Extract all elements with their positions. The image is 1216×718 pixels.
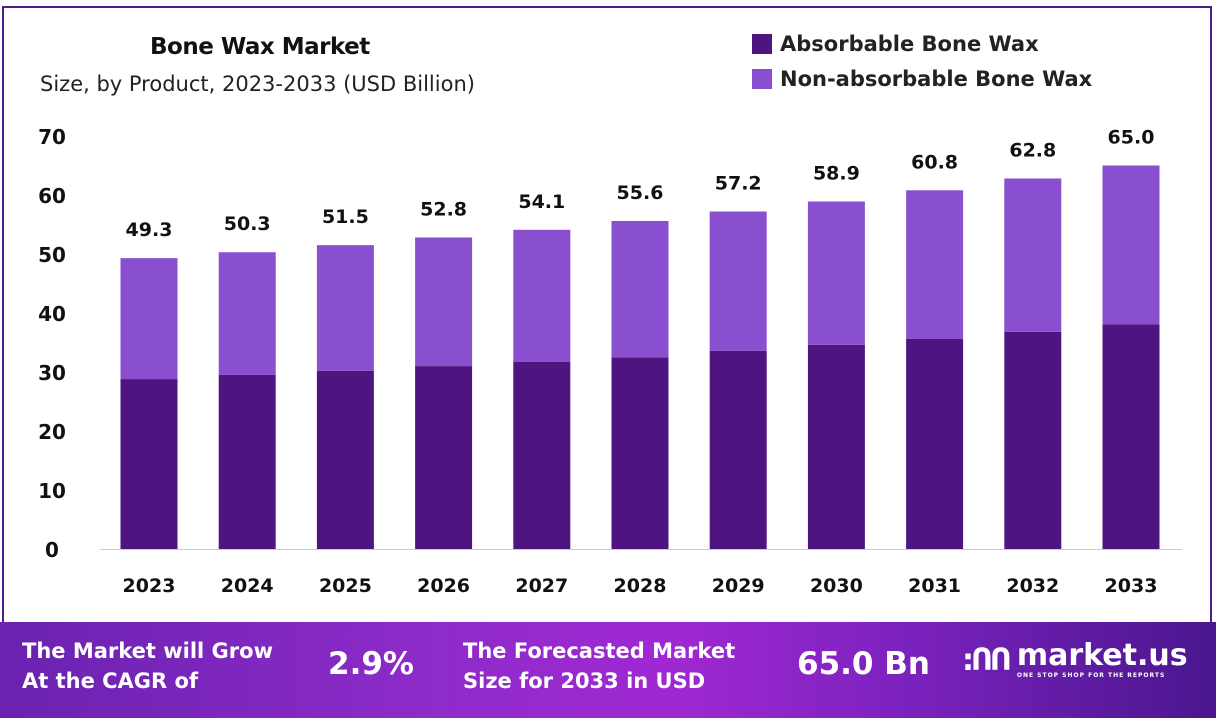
y-tick-label: 20: [38, 420, 66, 444]
data-label-total: 62.8: [1009, 139, 1056, 161]
data-label-total: 55.6: [617, 182, 664, 204]
bar-absorbable: [807, 344, 865, 549]
y-tick-label: 10: [38, 479, 66, 503]
data-label-total: 54.1: [518, 191, 565, 213]
bar-non-absorbable: [513, 229, 571, 362]
x-tick-label: 2027: [515, 575, 568, 597]
x-tick-label: 2026: [417, 575, 470, 597]
footer-banner: The Market will Grow At the CAGR of 2.9%…: [0, 622, 1216, 718]
x-tick-label: 2029: [712, 575, 765, 597]
bar-non-absorbable: [316, 245, 374, 371]
y-tick-label: 50: [38, 243, 66, 267]
y-tick-label: 30: [38, 361, 66, 385]
x-tick-label: 2032: [1006, 575, 1059, 597]
bar-absorbable: [120, 379, 178, 549]
x-tick-label: 2028: [614, 575, 667, 597]
x-tick-label: 2033: [1105, 575, 1158, 597]
x-tick-label: 2031: [908, 575, 961, 597]
x-tick-label: 2025: [319, 575, 372, 597]
brand-tagline: ONE STOP SHOP FOR THE REPORTS: [1016, 672, 1166, 679]
brand-name: market.us: [1016, 638, 1188, 673]
data-label-total: 49.3: [126, 219, 173, 241]
forecast-label-line: Size for 2033 in USD: [463, 669, 706, 693]
data-label-total: 60.8: [911, 151, 958, 173]
y-tick-label: 60: [38, 184, 66, 208]
bar-absorbable: [415, 366, 473, 549]
legend-swatch: [752, 33, 772, 54]
bar-non-absorbable: [120, 258, 178, 380]
legend-item-absorbable: Absorbable Bone Wax: [752, 26, 1092, 61]
bar-non-absorbable: [1004, 178, 1062, 332]
legend-item-non-absorbable: Non-absorbable Bone Wax: [752, 61, 1092, 96]
forecast-value: 65.0 Bn: [797, 646, 930, 682]
bar-absorbable: [709, 350, 767, 549]
legend-label: Non-absorbable Bone Wax: [780, 66, 1093, 91]
y-tick-label: 70: [38, 125, 66, 149]
data-label-total: 57.2: [715, 173, 762, 195]
bar-absorbable: [218, 374, 276, 549]
logo-mark-icon: :ՈՈ: [962, 643, 1012, 678]
bar-non-absorbable: [1102, 165, 1160, 325]
bar-absorbable: [1102, 324, 1160, 549]
cagr-label-line: The Market will Grow: [22, 639, 273, 663]
cagr-label-line: At the CAGR of: [22, 669, 199, 693]
bar-non-absorbable: [709, 211, 767, 351]
cagr-label: The Market will Grow At the CAGR of: [22, 636, 273, 696]
data-label-total: 52.8: [420, 198, 467, 220]
y-tick-label: 0: [45, 538, 59, 562]
bar-absorbable: [906, 338, 964, 549]
bar-absorbable: [1004, 331, 1062, 549]
data-label-total: 65.0: [1108, 127, 1155, 149]
forecast-label-line: The Forecasted Market: [463, 639, 736, 663]
bar-absorbable: [316, 370, 374, 549]
bar-non-absorbable: [906, 190, 964, 339]
x-tick-label: 2023: [123, 575, 176, 597]
data-label-total: 58.9: [813, 162, 860, 184]
bar-absorbable: [611, 357, 669, 549]
bar-non-absorbable: [807, 201, 865, 345]
data-label-total: 50.3: [224, 213, 271, 235]
bar-non-absorbable: [218, 252, 276, 375]
chart-subtitle: Size, by Product, 2023-2033 (USD Billion…: [40, 72, 475, 96]
legend-swatch: [752, 68, 772, 89]
bar-chart: 01020304050607049.3202350.3202451.520255…: [38, 125, 1182, 597]
forecast-label: The Forecasted Market Size for 2033 in U…: [463, 636, 735, 696]
chart-frame: [2, 6, 1212, 622]
legend: Absorbable Bone Wax Non-absorbable Bone …: [752, 26, 1092, 96]
y-tick-label: 40: [38, 302, 66, 326]
bar-non-absorbable: [415, 237, 473, 367]
bar-absorbable: [513, 361, 571, 549]
x-tick-label: 2024: [221, 575, 274, 597]
x-tick-label: 2030: [810, 575, 863, 597]
chart-title: Bone Wax Market: [150, 34, 370, 60]
brand-logo: :ՈՈ market.us ONE STOP SHOP FOR THE REPO…: [962, 638, 1188, 680]
cagr-value: 2.9%: [328, 646, 414, 682]
bar-non-absorbable: [611, 220, 669, 358]
data-label-total: 51.5: [322, 206, 369, 228]
legend-label: Absorbable Bone Wax: [780, 31, 1039, 56]
